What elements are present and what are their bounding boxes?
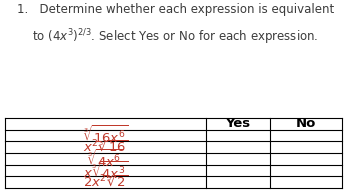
Text: to $(4x^3)^{2/3}$. Select Yes or No for each expression.: to $(4x^3)^{2/3}$. Select Yes or No for … [32,28,319,47]
Text: $x^2\sqrt[3]{16}$: $x^2\sqrt[3]{16}$ [83,140,128,155]
Text: $\sqrt[3]{16x^6}$: $\sqrt[3]{16x^6}$ [83,125,128,146]
Text: 1.   Determine whether each expression is equivalent: 1. Determine whether each expression is … [17,3,334,16]
Text: Yes: Yes [225,118,250,130]
Text: $\sqrt[3]{4x^6}$: $\sqrt[3]{4x^6}$ [87,148,124,170]
Text: $x\sqrt[3]{4x^3}$: $x\sqrt[3]{4x^3}$ [83,160,128,181]
Text: No: No [296,118,316,130]
Text: $2x^2\sqrt[3]{2}$: $2x^2\sqrt[3]{2}$ [83,175,128,190]
